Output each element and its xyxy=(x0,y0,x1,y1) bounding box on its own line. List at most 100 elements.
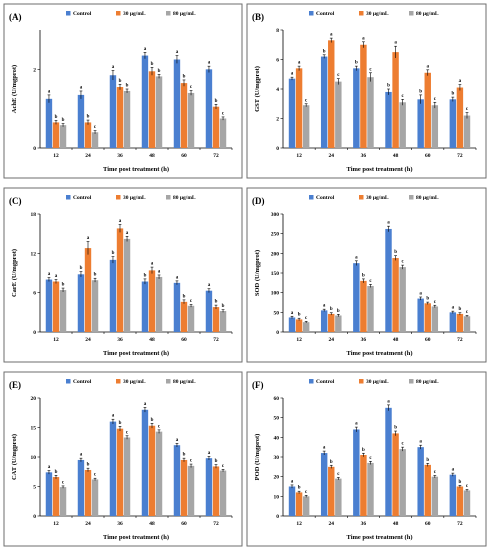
bar xyxy=(77,94,85,148)
bar xyxy=(205,290,213,332)
significance-label: c xyxy=(190,85,193,90)
significance-label: b xyxy=(183,74,186,79)
y-tick-label: 8 xyxy=(276,28,279,34)
y-axis-title: GST (U/mgprot) xyxy=(254,66,261,112)
y-tick-label: 18 xyxy=(31,212,37,218)
x-tick-label: 48 xyxy=(149,153,155,159)
significance-label: a xyxy=(80,85,83,90)
significance-label: a xyxy=(419,440,422,445)
bar xyxy=(155,76,163,148)
significance-label: a xyxy=(298,61,301,66)
bar xyxy=(367,462,374,516)
bar xyxy=(77,274,85,332)
significance-label: b xyxy=(355,61,358,66)
x-tick-label: 60 xyxy=(425,153,431,159)
significance-label: b xyxy=(222,304,225,309)
significance-label: c xyxy=(466,310,469,315)
bar xyxy=(463,115,471,148)
bar xyxy=(84,122,92,148)
significance-label: a xyxy=(387,399,390,404)
legend-label: 80 µg/mL xyxy=(416,11,439,17)
bar xyxy=(295,68,303,148)
significance-label: b xyxy=(55,470,58,475)
significance-label: b xyxy=(55,115,58,120)
y-tick-label: 4 xyxy=(276,87,279,93)
bar xyxy=(417,298,424,332)
y-tick-label: 0 xyxy=(33,330,36,336)
bar xyxy=(52,281,60,332)
legend-swatch xyxy=(359,379,364,384)
x-tick-label: 36 xyxy=(117,337,123,343)
bar xyxy=(173,59,181,148)
significance-label: a xyxy=(323,446,326,451)
bar xyxy=(84,248,92,332)
x-tick-label: 24 xyxy=(85,153,91,159)
bar xyxy=(456,313,464,332)
y-tick-label: 5 xyxy=(33,485,36,491)
significance-label: a xyxy=(208,283,211,288)
bar xyxy=(320,453,328,516)
y-tick-label: 250 xyxy=(271,232,280,238)
bar xyxy=(45,98,53,148)
bar xyxy=(417,99,424,148)
bar xyxy=(52,477,60,516)
x-axis-title: Time post treatment (h) xyxy=(346,166,412,173)
significance-label: b xyxy=(151,418,154,423)
bar xyxy=(424,303,431,332)
bar xyxy=(399,449,406,516)
bar xyxy=(212,466,220,516)
bar xyxy=(148,71,156,148)
significance-label: c xyxy=(434,97,437,102)
bar xyxy=(155,431,163,516)
significance-label: b xyxy=(298,313,301,318)
bar xyxy=(59,487,67,516)
significance-label: a xyxy=(362,36,365,41)
bar xyxy=(431,476,439,516)
legend-swatch xyxy=(359,195,364,200)
legend-swatch xyxy=(166,379,171,384)
legend-label: 30 µg/mL xyxy=(366,11,389,17)
bar xyxy=(295,319,303,332)
panel-letter: (A) xyxy=(9,12,22,22)
significance-label: a xyxy=(48,272,51,277)
significance-label: a xyxy=(176,275,179,280)
bar xyxy=(116,87,124,148)
bar xyxy=(328,40,335,149)
bar xyxy=(205,458,213,516)
y-axis-title: SOD (U/mgprot) xyxy=(254,250,261,296)
significance-label: a xyxy=(452,468,455,473)
legend-swatch xyxy=(66,379,71,384)
bar xyxy=(353,429,360,516)
y-tick-label: 0 xyxy=(33,514,36,520)
bar xyxy=(456,486,464,516)
significance-label: c xyxy=(190,299,193,304)
significance-label: a xyxy=(176,438,179,443)
legend-swatch xyxy=(66,11,71,16)
bar xyxy=(45,472,53,516)
bar xyxy=(219,311,227,332)
bar xyxy=(148,425,156,516)
significance-label: c xyxy=(305,316,308,321)
bar xyxy=(84,469,92,516)
bar xyxy=(302,322,310,332)
x-tick-label: 60 xyxy=(181,153,187,159)
bar xyxy=(141,409,149,516)
y-tick-label: 20 xyxy=(274,475,280,481)
significance-label: c xyxy=(369,67,372,72)
y-tick-label: 2 xyxy=(276,117,279,123)
significance-label: c xyxy=(337,73,340,78)
bar xyxy=(187,465,195,516)
bar xyxy=(328,313,335,332)
bar xyxy=(288,317,296,332)
chart-panel-5: (E) Control 30 µg/mL 80 µg/mL 0 5 10 15 20 CAT (U… xyxy=(3,371,243,547)
bar xyxy=(52,122,60,148)
bar xyxy=(302,105,310,148)
x-tick-label: 72 xyxy=(457,153,463,159)
x-tick-label: 48 xyxy=(393,337,399,343)
bar xyxy=(212,106,220,148)
chart-panel-6: (F) Control 30 µg/mL 80 µg/mL 0 10 20 30 40 50 60 P… xyxy=(246,371,487,547)
y-axis-title: AchE (U/mgprot) xyxy=(11,65,18,113)
y-tick-label: 10 xyxy=(274,494,280,500)
significance-label: c xyxy=(158,424,161,429)
significance-label: b xyxy=(94,273,97,278)
